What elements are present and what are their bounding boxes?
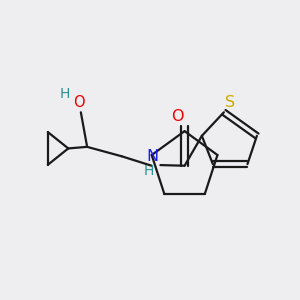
Text: O: O (74, 95, 85, 110)
Text: O: O (171, 109, 184, 124)
Text: N: N (146, 149, 158, 164)
Text: S: S (225, 95, 236, 110)
Text: H: H (143, 164, 154, 178)
Text: H: H (59, 87, 70, 101)
